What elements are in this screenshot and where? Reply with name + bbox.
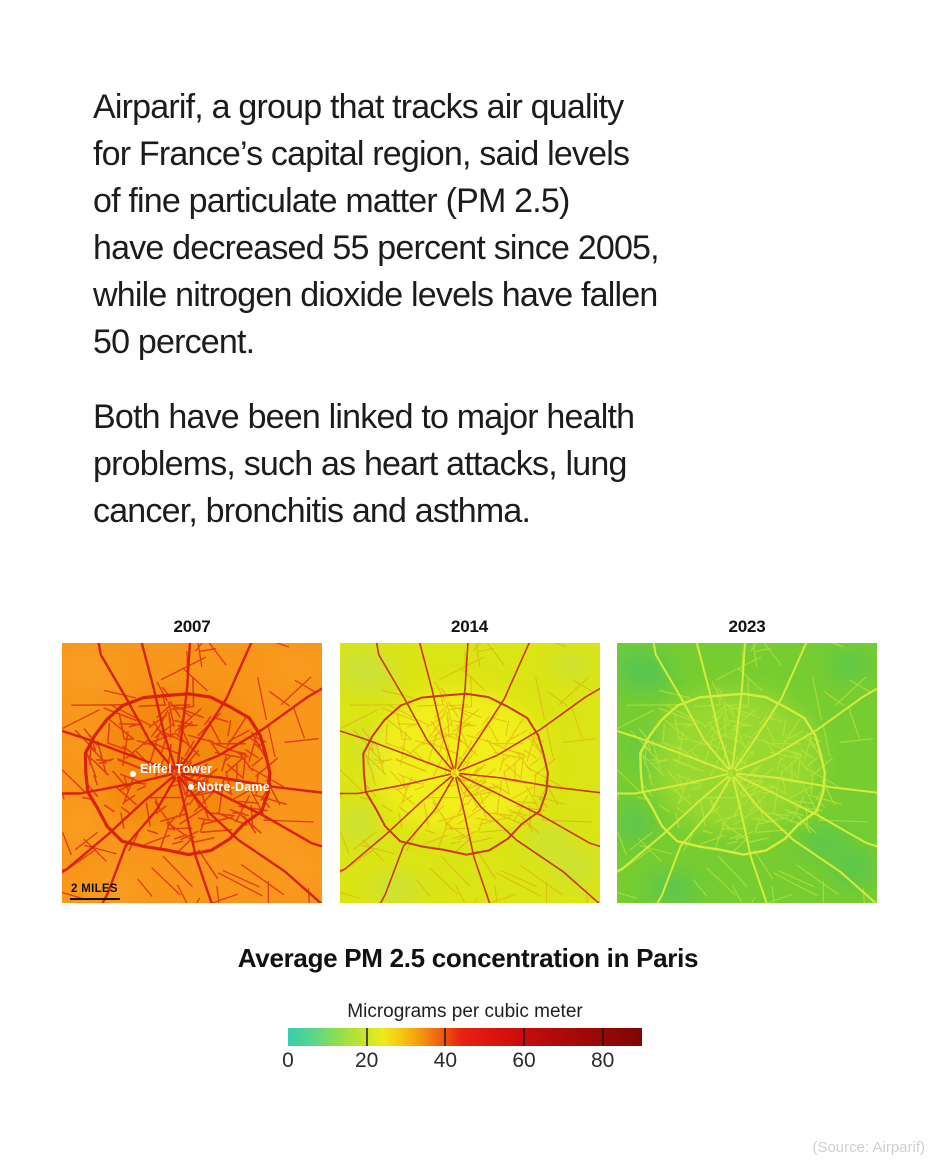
legend-tick-mark xyxy=(444,1028,447,1046)
year-label-2014: 2014 xyxy=(450,617,489,636)
legend-tick-label: 80 xyxy=(590,1049,615,1072)
article-text: Airparif, a group that tracks air qualit… xyxy=(93,84,793,535)
legend-tick-label: 60 xyxy=(512,1049,536,1072)
legend-tick-mark xyxy=(365,1028,368,1046)
legend-colorbar xyxy=(288,1028,642,1046)
map-render-2023 xyxy=(617,643,877,903)
paris-map-2014 xyxy=(339,643,600,903)
legend-tick-label: 20 xyxy=(354,1049,379,1072)
notre-dame-marker xyxy=(188,784,194,790)
map-panels: 2007 Eiffel Tower Notre-Dame 2 MILES 201… xyxy=(62,617,877,903)
map-panel-2014: 2014 xyxy=(339,617,600,903)
legend-tick-mark xyxy=(523,1028,525,1046)
source-attribution: (Source: Airparif) xyxy=(812,1139,925,1156)
year-label-2023: 2023 xyxy=(728,617,766,636)
eiffel-tower-marker xyxy=(130,771,136,777)
eiffel-tower-label: Eiffel Tower xyxy=(140,762,213,776)
map-panel-2007: 2007 Eiffel Tower Notre-Dame 2 MILES xyxy=(62,617,322,903)
map-render-2007 xyxy=(62,643,322,903)
legend-unit-label: Micrograms per cubic meter xyxy=(347,1001,583,1022)
legend-tick-mark xyxy=(601,1028,604,1046)
paragraph-airparif: Airparif, a group that tracks air qualit… xyxy=(93,88,660,361)
paris-map-2007: Eiffel Tower Notre-Dame 2 MILES xyxy=(62,643,322,903)
chart-title: Average PM 2.5 concentration in Paris xyxy=(237,943,699,973)
map-render-2014 xyxy=(339,643,600,903)
paragraph-health: Both have been linked to major health pr… xyxy=(93,398,635,530)
paris-map-2023 xyxy=(617,643,877,903)
year-label-2007: 2007 xyxy=(173,617,211,636)
scale-bar-label: 2 MILES xyxy=(71,883,118,895)
legend-tick-labels: 0 20 40 60 80 xyxy=(282,1049,642,1076)
notre-dame-label: Notre-Dame xyxy=(197,780,270,794)
legend-tick-label: 40 xyxy=(433,1049,458,1072)
scale-bar-line xyxy=(70,898,120,900)
map-panel-2023: 2023 xyxy=(617,617,877,903)
legend-tick-label: 0 xyxy=(282,1049,294,1072)
